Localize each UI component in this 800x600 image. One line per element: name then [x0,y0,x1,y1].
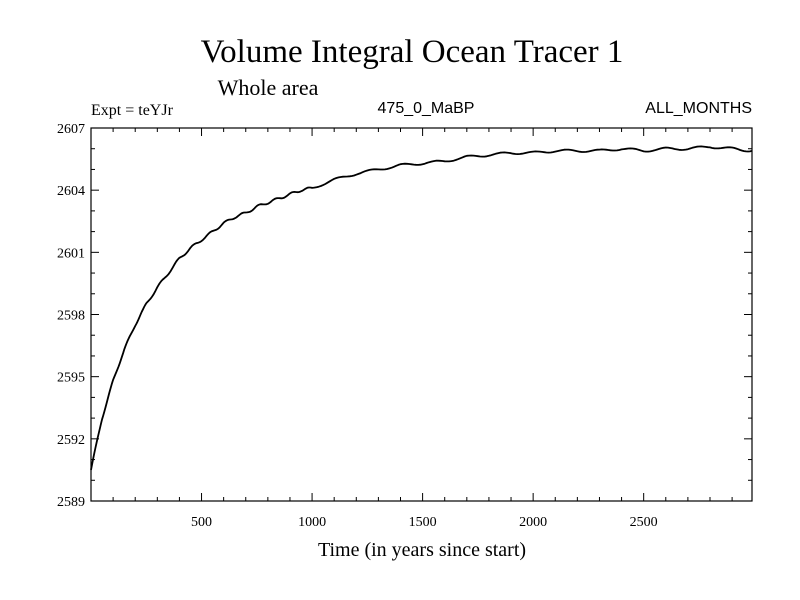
y-tick-label: 2595 [57,371,85,386]
series-line-tracer-1 [90,145,753,471]
x-axis-tick-labels: 500 1000 1500 2000 2500 [191,515,658,530]
plot-frame [90,127,753,502]
x-tick-label: 2000 [519,515,547,530]
period-label: 475_0_MaBP [378,100,475,117]
y-tick-label: 2589 [57,495,85,510]
y-tick-label: 2601 [57,246,85,261]
x-tick-label: 500 [191,515,212,530]
x-tick-label: 2500 [630,515,658,530]
y-tick-label: 2604 [57,184,85,199]
months-label: ALL_MONTHS [645,100,752,117]
y-tick-label: 2592 [57,433,85,448]
y-axis-tick-labels: 2589 2592 2595 2598 2601 2604 2607 [57,122,85,510]
experiment-label: Expt = teYJr [91,102,174,119]
chart-title: Volume Integral Ocean Tracer 1 [201,34,624,70]
chart-subtitle: Whole area [218,75,319,100]
y-tick-label: 2598 [57,309,85,324]
axis-ticks [91,127,752,502]
x-tick-label: 1500 [409,515,437,530]
x-tick-label: 1000 [298,515,326,530]
x-axis-label: Time (in years since start) [318,539,526,561]
y-tick-label: 2607 [57,122,85,137]
